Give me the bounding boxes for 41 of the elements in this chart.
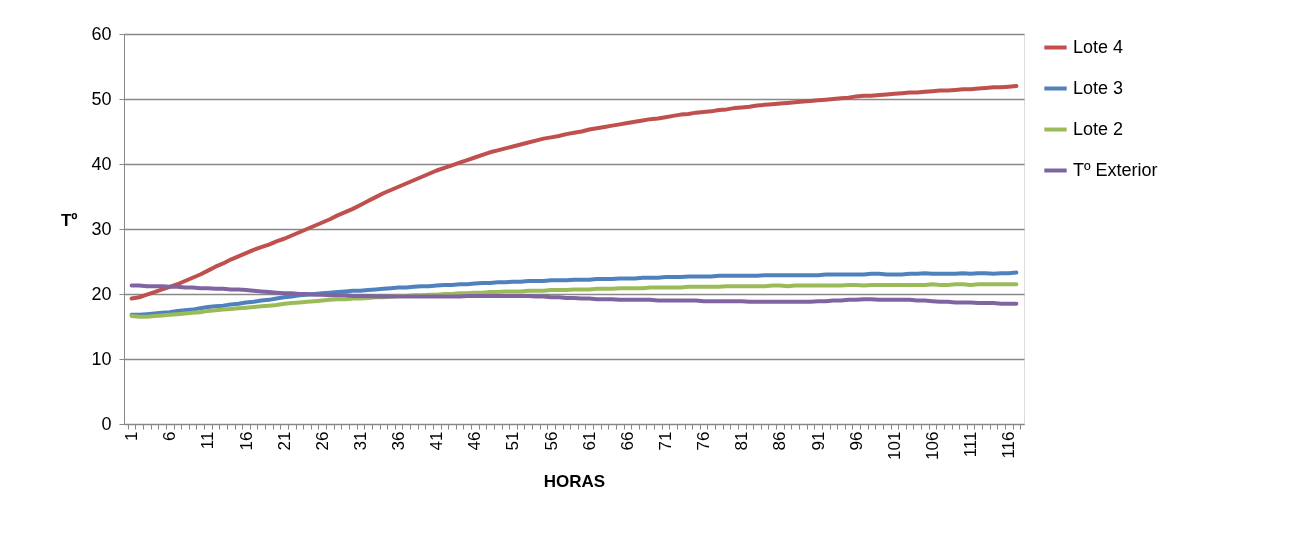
x-tick-label: 41: [427, 431, 447, 451]
legend-label: Lote 3: [1073, 77, 1124, 98]
legend-label: Lote 2: [1073, 118, 1124, 139]
line-series: [129, 283, 1019, 306]
legend-label: Tº Exterior: [1073, 159, 1158, 180]
y-tick-label: 60: [91, 23, 112, 44]
line-series: [129, 84, 1019, 301]
x-tick-label: 106: [922, 431, 942, 460]
x-axis-title: HORAS: [543, 471, 606, 491]
x-tick-label: 91: [808, 431, 828, 451]
x-tick-label: 26: [312, 431, 332, 451]
y-tick-label: 0: [101, 413, 112, 434]
x-tick-label: 36: [389, 431, 409, 451]
x-tick-label: 11: [198, 431, 218, 450]
line-series: [129, 270, 1019, 317]
x-tick-label: 66: [617, 431, 637, 451]
x-tick-label: 31: [350, 431, 370, 451]
y-tick-label: 40: [91, 153, 112, 174]
x-tick-label: 81: [732, 431, 752, 451]
legend-label: Lote 4: [1073, 36, 1124, 57]
x-tick-label: 51: [503, 431, 523, 451]
x-tick-label: 71: [656, 431, 676, 451]
x-tick-label: 101: [884, 431, 904, 460]
y-tick-label: 10: [91, 348, 112, 369]
y-tick-label: 20: [91, 283, 112, 304]
x-tick-label: 16: [236, 431, 256, 451]
y-tick-label: 30: [91, 218, 112, 239]
x-tick-label: 61: [579, 431, 599, 451]
x-tick-label: 46: [465, 431, 485, 451]
x-tick-label: 56: [541, 431, 561, 451]
x-tick-label: 6: [160, 431, 180, 441]
x-tick-label: 116: [999, 431, 1019, 459]
x-tick-label: 21: [274, 431, 294, 451]
y-tick-label: 50: [91, 88, 112, 109]
line-series: [129, 282, 1019, 319]
x-tick-label: 76: [694, 431, 714, 451]
x-tick-label: 1: [122, 431, 142, 441]
y-axis-title: Tº: [60, 210, 78, 230]
x-tick-label: 96: [846, 431, 866, 451]
x-tick-label: 111: [961, 431, 981, 458]
x-tick-label: 86: [770, 431, 790, 451]
